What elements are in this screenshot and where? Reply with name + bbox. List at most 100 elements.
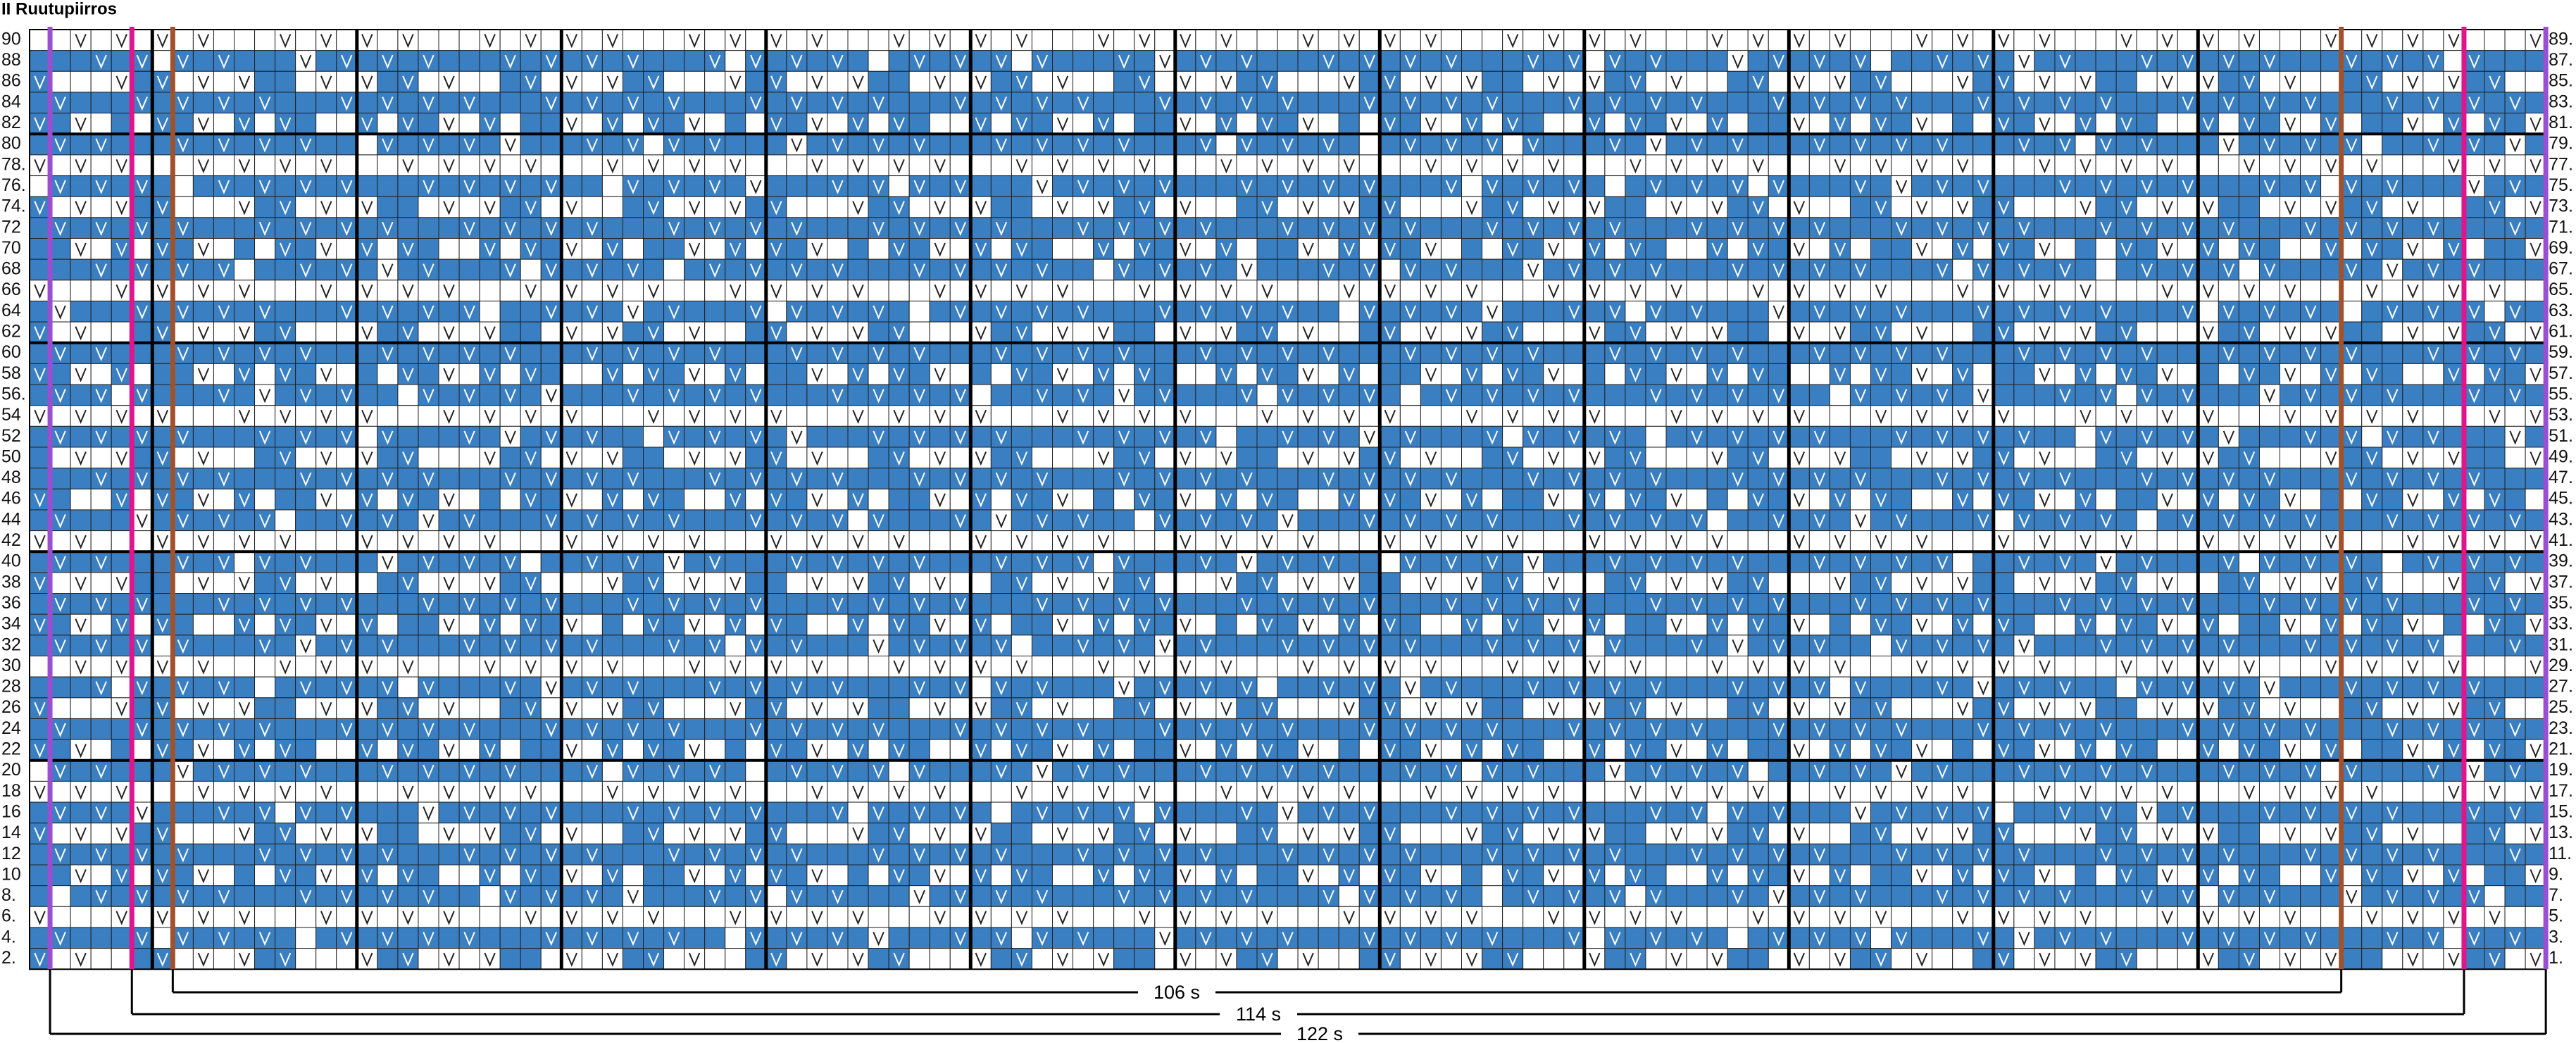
cell bbox=[2238, 92, 2260, 114]
cell bbox=[1849, 70, 1871, 93]
cell bbox=[1952, 133, 1974, 156]
slip-stitch-symbol bbox=[1752, 201, 1764, 216]
cell bbox=[49, 530, 71, 552]
cell bbox=[601, 175, 623, 197]
cell bbox=[970, 133, 992, 156]
cell bbox=[1727, 70, 1749, 93]
cell bbox=[1911, 468, 1933, 489]
cell bbox=[2402, 50, 2424, 72]
cell bbox=[1461, 446, 1483, 469]
cell bbox=[234, 593, 256, 615]
slip-stitch-symbol bbox=[2427, 96, 2439, 111]
cell bbox=[1031, 446, 1053, 469]
cell bbox=[2258, 70, 2280, 93]
cell bbox=[1420, 300, 1442, 323]
slip-stitch-symbol bbox=[954, 96, 966, 111]
cell bbox=[1379, 509, 1401, 532]
slip-stitch-symbol bbox=[668, 96, 680, 111]
cell bbox=[2443, 384, 2465, 406]
slip-stitch-symbol bbox=[811, 117, 823, 132]
cell bbox=[990, 113, 1012, 135]
cell bbox=[2136, 530, 2158, 552]
cell bbox=[2177, 196, 2199, 218]
slip-stitch-symbol bbox=[1015, 34, 1028, 49]
cell bbox=[2013, 175, 2035, 197]
cell bbox=[704, 300, 726, 323]
slip-stitch-symbol bbox=[320, 159, 332, 174]
cell bbox=[111, 384, 132, 406]
slip-stitch-symbol bbox=[1323, 54, 1334, 69]
cell bbox=[1932, 154, 1953, 177]
cell bbox=[1625, 196, 1646, 218]
cell bbox=[1215, 551, 1237, 573]
slip-stitch-symbol bbox=[1957, 34, 1969, 49]
cell bbox=[1829, 405, 1851, 427]
cell bbox=[2115, 468, 2137, 489]
cell bbox=[397, 468, 419, 489]
cell bbox=[111, 300, 132, 323]
slip-stitch-symbol bbox=[2141, 138, 2153, 153]
slip-stitch-symbol bbox=[279, 159, 292, 174]
slip-stitch-symbol bbox=[1650, 138, 1662, 153]
cell bbox=[1563, 363, 1585, 385]
slip-stitch-symbol bbox=[852, 159, 864, 174]
cell bbox=[2402, 92, 2424, 114]
cell bbox=[1052, 384, 1074, 406]
cell bbox=[1911, 488, 1933, 511]
cell bbox=[2300, 258, 2322, 281]
cell bbox=[2218, 29, 2239, 51]
slip-stitch-symbol bbox=[2100, 180, 2112, 194]
cell bbox=[1134, 92, 1156, 114]
slip-stitch-symbol bbox=[54, 96, 66, 111]
cell bbox=[275, 488, 296, 511]
slip-stitch-symbol bbox=[2407, 201, 2419, 216]
cell bbox=[2054, 196, 2076, 218]
cell bbox=[1706, 468, 1728, 489]
cell bbox=[356, 342, 378, 364]
cell bbox=[1482, 405, 1503, 427]
cell bbox=[2504, 154, 2526, 177]
cell bbox=[2443, 593, 2465, 615]
cell bbox=[745, 70, 767, 93]
cell bbox=[295, 321, 317, 344]
cell bbox=[2095, 363, 2117, 385]
cell bbox=[356, 593, 378, 615]
cell bbox=[213, 488, 235, 511]
cell bbox=[131, 530, 153, 552]
cell bbox=[192, 196, 214, 218]
cell bbox=[704, 509, 726, 532]
cell bbox=[581, 196, 603, 218]
cell bbox=[1011, 217, 1032, 239]
cell bbox=[1911, 175, 1933, 197]
cell bbox=[908, 50, 930, 72]
cell bbox=[336, 133, 358, 156]
cell bbox=[2115, 509, 2137, 532]
cell bbox=[356, 384, 378, 406]
cell bbox=[254, 405, 276, 427]
cell bbox=[2504, 572, 2526, 594]
cell bbox=[970, 217, 992, 239]
cell bbox=[1584, 92, 1606, 114]
cell bbox=[1236, 572, 1258, 594]
cell bbox=[1808, 405, 1830, 427]
cell bbox=[765, 551, 787, 573]
slip-stitch-symbol bbox=[545, 180, 557, 194]
cell bbox=[540, 154, 562, 177]
cell bbox=[2177, 405, 2199, 427]
cell bbox=[1829, 133, 1851, 156]
cell bbox=[1993, 217, 2015, 239]
cell bbox=[2258, 613, 2280, 636]
cell bbox=[1195, 175, 1217, 197]
cell bbox=[2361, 133, 2383, 156]
cell bbox=[765, 154, 787, 177]
cell bbox=[49, 405, 71, 427]
slip-stitch-symbol bbox=[873, 180, 884, 194]
cell bbox=[581, 217, 603, 239]
cell bbox=[1154, 70, 1176, 93]
slip-stitch-symbol bbox=[1220, 117, 1232, 132]
cell bbox=[1297, 384, 1319, 406]
cell bbox=[1891, 280, 1913, 301]
cell bbox=[315, 300, 337, 323]
cell bbox=[2013, 593, 2035, 615]
cell bbox=[2034, 551, 2056, 573]
